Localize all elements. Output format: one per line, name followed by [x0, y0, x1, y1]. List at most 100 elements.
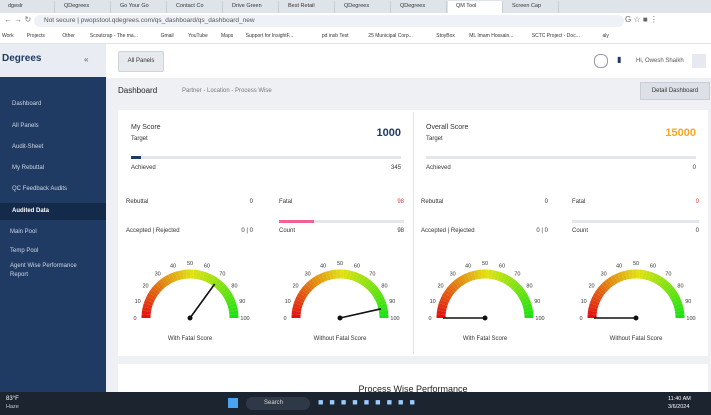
gauge-arc: [292, 303, 303, 309]
bookmark[interactable]: Other: [62, 33, 75, 39]
gauge-arc: [667, 289, 678, 298]
gauge-arc: [303, 283, 313, 293]
target-label: Target: [426, 136, 443, 142]
gauge-arc: [491, 270, 497, 280]
gauge-arc: [213, 278, 222, 288]
sidebar-item[interactable]: QC Feedback Audits: [12, 186, 68, 192]
gauge-arc: [516, 289, 527, 298]
address-bar[interactable]: [34, 15, 624, 27]
sidebar-item[interactable]: Agent Wise Performance Report: [10, 263, 77, 278]
bookmark[interactable]: YouTube: [188, 33, 208, 39]
gauge-tick-label: 70: [514, 272, 520, 278]
user-name[interactable]: Hi, Owesh Shaikh: [636, 58, 684, 64]
tab[interactable]: [56, 1, 111, 13]
chart-icon[interactable]: ▮: [617, 55, 622, 64]
all-panels-button[interactable]: All Panels: [118, 51, 164, 72]
gauge-arc: [453, 278, 462, 288]
gauge-arc: [653, 274, 662, 285]
gauge-arc: [371, 289, 382, 298]
gauge-arc: [663, 283, 673, 293]
gauge-arc: [143, 299, 154, 306]
gauge-arc: [592, 292, 603, 301]
rebuttal-value: 0: [544, 199, 548, 205]
sidebar-item[interactable]: My Rebuttal: [12, 165, 45, 171]
tab[interactable]: [0, 1, 55, 13]
taskbar-apps[interactable]: ■■■■■■■■■: [318, 397, 421, 407]
gauge-arc: [196, 270, 202, 280]
gauge-tick-label: 40: [616, 264, 622, 270]
bookmark[interactable]: Scoutcrap - The ma...: [89, 33, 138, 39]
nav-buttons[interactable]: ← → ↻: [4, 15, 32, 24]
search-box[interactable]: [246, 397, 310, 410]
gauge-arc: [305, 281, 315, 291]
bookmark[interactable]: pd insb Test: [321, 33, 349, 39]
bookmark[interactable]: Gmail: [160, 33, 174, 39]
gauge-arc: [375, 295, 385, 303]
gauge-arc: [651, 273, 659, 283]
tab[interactable]: [392, 1, 447, 13]
bookmark[interactable]: Support for InsightF...: [245, 33, 294, 39]
gauge-arc: [438, 299, 449, 306]
bookmark[interactable]: aly: [602, 33, 609, 39]
start-button[interactable]: [228, 398, 238, 408]
breadcrumb-path: Partner - Location - Process Wise: [182, 88, 272, 94]
collapse-icon[interactable]: «: [84, 55, 89, 64]
gauge-tick-label: 50: [482, 261, 488, 267]
gauge-arc: [494, 270, 500, 281]
gauge-arc: [588, 306, 598, 312]
bookmark[interactable]: Work: [2, 33, 14, 39]
gauge-arc: [473, 270, 479, 280]
gauge-tick-label: 70: [369, 272, 375, 278]
bookmark[interactable]: StoyBox: [436, 33, 455, 39]
gauge-arc: [352, 271, 359, 282]
sidebar-item[interactable]: Main Pool: [10, 229, 37, 235]
tab[interactable]: [112, 1, 167, 13]
tab[interactable]: [280, 1, 335, 13]
gauge-arc: [357, 274, 366, 285]
gauge-arc: [346, 270, 352, 280]
gauge-arc: [325, 270, 331, 281]
gauge-arc: [588, 303, 599, 309]
sidebar-item[interactable]: Temp Pool: [10, 248, 39, 254]
score: 1000: [376, 127, 401, 139]
bookmark[interactable]: 25 Municipal Corp...: [368, 33, 413, 39]
bookmark[interactable]: ML Imam Hossain...: [469, 33, 514, 39]
gauge-arc: [671, 295, 681, 303]
tab[interactable]: [504, 1, 559, 13]
sidebar-item[interactable]: Audit-Sheet: [12, 144, 44, 150]
gauge-arc: [462, 273, 470, 283]
gauge-arc: [437, 306, 447, 312]
gauge-label: Without Fatal Score: [610, 336, 663, 342]
gauge-arc: [378, 306, 388, 312]
bookmark[interactable]: SCTC Project - Doc...: [531, 33, 580, 39]
tab[interactable]: [168, 1, 223, 13]
gauge-arc: [666, 286, 676, 295]
gauge-tick-label: 0: [428, 316, 431, 322]
gauge-arc: [521, 299, 532, 306]
gauge-arc: [349, 270, 355, 281]
gauge-arc: [175, 270, 181, 281]
gauge-arc: [328, 270, 334, 280]
tab-title: dgeslr: [8, 3, 23, 9]
tab[interactable]: [336, 1, 391, 13]
bookmark[interactable]: Projects: [26, 33, 45, 39]
progress-fill: [131, 156, 141, 159]
weather[interactable]: 83°F: [6, 396, 19, 402]
logo: Degrees: [2, 53, 42, 64]
fullscreen-icon[interactable]: [594, 54, 608, 68]
sidebar-item[interactable]: Audited Data: [12, 208, 50, 214]
section-card: [118, 364, 708, 394]
sidebar-item[interactable]: All Panels: [12, 123, 39, 129]
tab[interactable]: [448, 1, 503, 13]
rebuttal-label: Rebuttal: [421, 199, 444, 205]
detail-dashboard-button[interactable]: Detail Dashboard: [640, 82, 710, 100]
gauge-arc: [142, 306, 152, 312]
gauge-arc: [142, 303, 153, 309]
gauge-tick-label: 30: [450, 272, 456, 278]
gauge-arc: [158, 278, 167, 288]
bookmark[interactable]: Maps: [221, 33, 234, 39]
avatar[interactable]: [692, 54, 706, 68]
gauge-arc: [295, 295, 305, 303]
tab[interactable]: [224, 1, 279, 13]
sidebar-item[interactable]: Dashboard: [12, 101, 42, 107]
